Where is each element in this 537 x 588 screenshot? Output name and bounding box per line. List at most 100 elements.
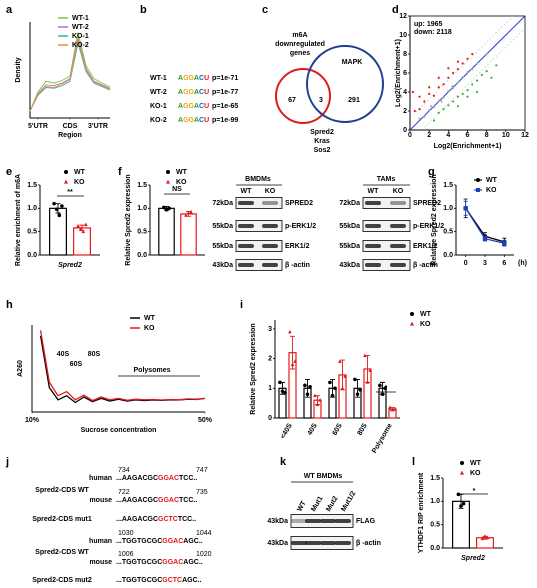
point xyxy=(368,368,372,372)
point xyxy=(456,68,460,71)
blot-band xyxy=(238,244,254,248)
annotation: * xyxy=(385,385,388,392)
seq-species: human xyxy=(89,538,112,545)
y-tick-label: 1 xyxy=(268,385,272,392)
point xyxy=(475,79,479,82)
series-line xyxy=(39,330,206,402)
motif-p: p=1e-99 xyxy=(212,117,238,124)
bar xyxy=(158,207,175,256)
lane-label: WT xyxy=(241,188,253,195)
point xyxy=(437,76,440,79)
legend-label: WT xyxy=(74,169,86,176)
lane-label: KO xyxy=(265,188,276,195)
motif-p: p=1e-65 xyxy=(212,103,238,110)
annotation: down: 2118 xyxy=(414,29,452,36)
blot-band xyxy=(262,263,278,267)
point xyxy=(460,470,464,475)
panel-label: b xyxy=(140,4,147,16)
point xyxy=(315,402,320,407)
lane-label: Mut1/2 xyxy=(340,490,357,513)
bar xyxy=(180,213,197,256)
point xyxy=(440,100,443,103)
blot-title: TAMs xyxy=(377,176,396,183)
y-axis-label: Relative enrichment of m6A xyxy=(15,174,22,266)
blot-marker: 43kDa xyxy=(212,262,233,269)
point xyxy=(456,492,461,497)
y-axis-label: Relative Spred2 expression xyxy=(125,174,132,265)
annotation: * xyxy=(473,488,476,495)
blot-band xyxy=(365,263,381,267)
sequence-part: ...TGGTGCGC xyxy=(116,559,162,566)
y-tick-label: 3 xyxy=(268,326,272,333)
blot-marker: 55kDa xyxy=(339,223,360,230)
sequence-part: GCTC xyxy=(158,516,178,523)
sequence-part: AGC.. xyxy=(183,538,203,545)
point xyxy=(461,501,466,506)
y-tick-label: 0 xyxy=(403,127,407,134)
point xyxy=(418,95,421,98)
point xyxy=(476,188,480,192)
blot-band xyxy=(390,263,406,267)
blot-band xyxy=(262,224,278,228)
blot-band xyxy=(238,201,254,205)
venn-gene: Spred2 xyxy=(310,129,334,136)
seq-pos: 734 xyxy=(118,467,130,474)
y-tick-label: 2 xyxy=(403,108,407,115)
point xyxy=(452,87,455,90)
seq-pos: 1044 xyxy=(196,530,212,537)
seq-name: Spred2-CDS mut2 xyxy=(32,577,92,584)
point xyxy=(166,179,170,184)
venn-left-title: genes xyxy=(290,50,310,57)
point xyxy=(167,206,171,211)
motif-logo: AGGACU xyxy=(178,75,209,82)
x-tick-label: CDS xyxy=(63,123,78,130)
panel-label: g xyxy=(428,166,435,178)
point xyxy=(305,392,310,397)
blot-marker: 55kDa xyxy=(212,243,233,250)
sequence: ...AAGACGCGGACTCC.. xyxy=(116,475,197,482)
venn-gene: Sos2 xyxy=(314,147,331,154)
annotation: NS xyxy=(172,186,182,193)
legend-label: KO-2 xyxy=(72,42,89,49)
sequence-part: ...AAGACGC xyxy=(116,475,158,482)
x-tick-label: Spred2 xyxy=(58,262,82,269)
y-axis-label: Density xyxy=(15,57,22,82)
blot-strip xyxy=(362,240,411,252)
point xyxy=(378,383,382,388)
venn-count: 291 xyxy=(348,97,360,104)
point xyxy=(476,178,480,182)
point xyxy=(423,100,426,103)
blot-title: WT BMDMs xyxy=(304,473,343,480)
motif-label: KO-1 xyxy=(150,103,167,110)
point xyxy=(447,67,450,70)
point xyxy=(471,83,474,86)
point xyxy=(365,380,370,384)
x-tick-label: 8 xyxy=(485,132,489,139)
point xyxy=(456,60,460,63)
motif-logo: AGGACU xyxy=(178,117,209,124)
x-tick-label: 12 xyxy=(521,132,529,139)
lane-label: Mut1 xyxy=(310,495,324,513)
venn-left-circle xyxy=(275,68,331,124)
annotation: ** xyxy=(67,189,73,196)
legend-label: WT xyxy=(486,177,498,184)
point xyxy=(64,179,68,184)
point xyxy=(411,90,414,94)
venn-left-title: m6A xyxy=(292,32,307,39)
blot-protein: FLAG xyxy=(356,518,376,525)
point xyxy=(432,94,436,97)
y-tick-label: 0.0 xyxy=(137,252,147,259)
point xyxy=(485,52,488,56)
panel-label: c xyxy=(262,4,268,16)
blot-protein: β -actin xyxy=(413,262,438,269)
point xyxy=(456,95,460,98)
point xyxy=(290,362,295,366)
point xyxy=(64,170,68,174)
point xyxy=(283,390,287,395)
series-line xyxy=(29,39,111,112)
point xyxy=(423,115,426,118)
point xyxy=(313,393,317,398)
motif-label: WT-1 xyxy=(150,75,167,82)
sequence-part: TCC.. xyxy=(179,475,197,482)
point xyxy=(166,170,170,174)
